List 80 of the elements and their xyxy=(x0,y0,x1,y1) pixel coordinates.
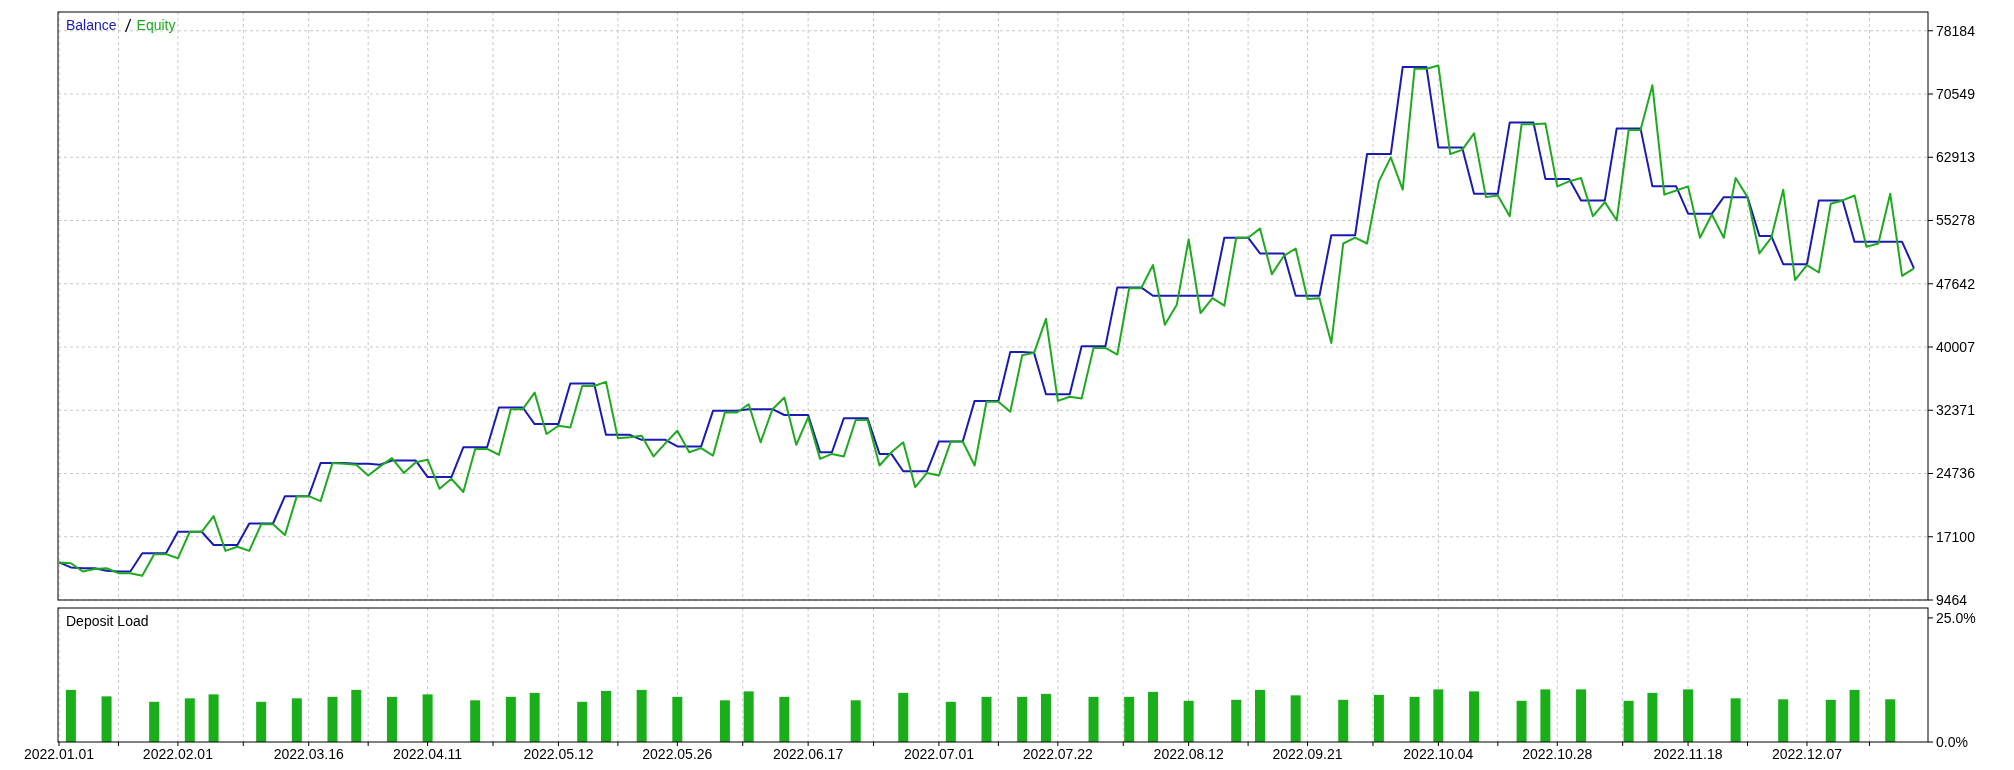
bar xyxy=(1017,696,1028,742)
bar xyxy=(1540,689,1551,742)
bar xyxy=(101,696,112,742)
y-tick-label: 70549 xyxy=(1936,85,1976,102)
x-tick-label: 2022.05.12 xyxy=(523,746,594,762)
bar xyxy=(1124,696,1135,742)
y-tick-label: 9464 xyxy=(1936,591,1968,608)
y-tick-label: 62913 xyxy=(1936,149,1976,166)
x-tick-label: 2022.04.11 xyxy=(393,746,463,762)
y-tick-label: 47642 xyxy=(1936,275,1976,292)
y-tick-label: 17100 xyxy=(1936,528,1976,545)
x-tick-label: 2022.11.18 xyxy=(1653,746,1723,762)
bar xyxy=(1516,700,1527,742)
bar xyxy=(184,698,195,742)
x-tick-label: 2022.09.21 xyxy=(1272,746,1343,762)
bar xyxy=(1623,700,1634,742)
x-tick-label: 2022.12.07 xyxy=(1771,746,1843,762)
bar xyxy=(1147,691,1158,742)
x-tick-label: 2022.06.17 xyxy=(773,746,844,762)
y-tick-label: 78184 xyxy=(1936,22,1976,39)
x-tick-label: 2022.07.01 xyxy=(903,746,975,762)
bar xyxy=(351,689,362,742)
x-tick-label: 2022.02.01 xyxy=(142,746,214,762)
bar xyxy=(719,700,730,742)
bar xyxy=(1647,692,1658,742)
x-tick-label: 2022.07.22 xyxy=(1022,746,1094,762)
bar xyxy=(1254,689,1265,742)
bar xyxy=(1825,699,1836,742)
bar xyxy=(1231,699,1242,742)
y-tick-label: 24736 xyxy=(1936,465,1976,482)
bar xyxy=(65,689,76,742)
y-tick-label: 55278 xyxy=(1936,212,1976,229)
bar xyxy=(1730,698,1741,742)
bar xyxy=(1683,689,1694,742)
bar xyxy=(577,701,588,742)
bar xyxy=(386,696,397,742)
bar xyxy=(850,700,861,742)
bar xyxy=(1290,695,1301,742)
bar xyxy=(256,701,267,742)
bar xyxy=(291,698,302,742)
chart-title: Deposit Load xyxy=(66,613,149,629)
bar xyxy=(636,689,647,742)
text: Balance xyxy=(66,17,117,33)
y-tick-label: 40007 xyxy=(1936,338,1976,355)
y-tick-label: 32371 xyxy=(1936,402,1976,419)
bar xyxy=(898,692,909,742)
bar xyxy=(1338,699,1349,742)
x-tick-label: 2022.10.04 xyxy=(1403,746,1474,762)
bar xyxy=(470,700,481,742)
bar xyxy=(1469,691,1480,742)
bar xyxy=(208,694,219,742)
x-tick-label: 2022.05.26 xyxy=(642,746,713,762)
bar xyxy=(981,696,992,742)
x-tick-label: 2022.08.12 xyxy=(1153,746,1224,762)
bar xyxy=(672,696,683,742)
bar xyxy=(1576,689,1587,742)
bar xyxy=(1885,699,1896,742)
bar xyxy=(1088,696,1099,742)
bar xyxy=(529,692,540,742)
bar xyxy=(743,691,754,742)
bar xyxy=(945,701,956,742)
bar xyxy=(1409,696,1420,742)
bar xyxy=(327,696,338,742)
bar xyxy=(1433,689,1444,742)
bar xyxy=(1040,693,1051,742)
bar xyxy=(422,694,433,742)
bar xyxy=(1373,694,1384,742)
x-tick-label: 2022.03.16 xyxy=(273,746,344,762)
y-tick-label: 0.0% xyxy=(1936,733,1968,750)
x-tick-label: 2022.10.28 xyxy=(1522,746,1593,762)
bar xyxy=(149,701,160,742)
bar xyxy=(505,696,516,742)
bar xyxy=(600,690,611,742)
text: Equity xyxy=(136,17,176,33)
x-tick-label: 2022.01.01 xyxy=(23,746,95,762)
y-tick-label: 25.0% xyxy=(1936,609,1976,626)
bar xyxy=(1183,700,1194,742)
bar xyxy=(779,696,790,742)
bar xyxy=(1778,699,1789,742)
bar xyxy=(1849,689,1860,742)
